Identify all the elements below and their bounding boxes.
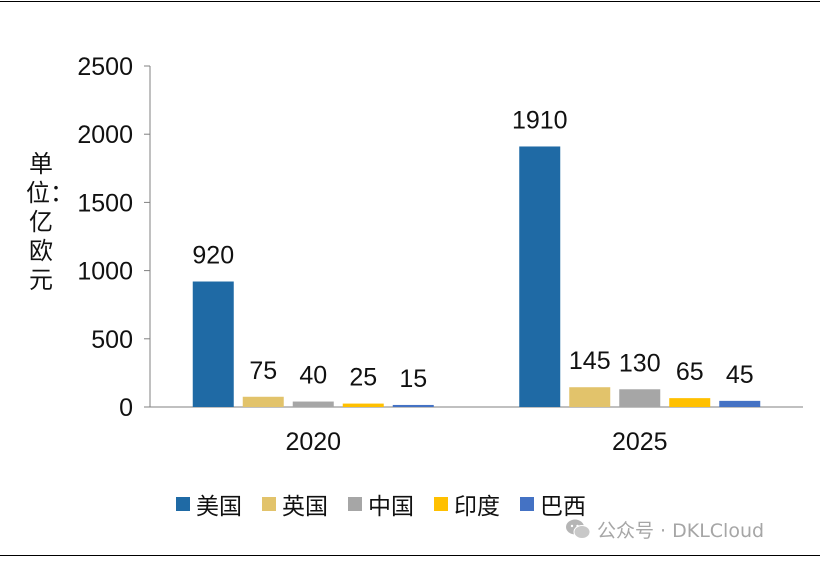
legend-swatch <box>520 497 534 511</box>
bar <box>192 281 234 407</box>
bar-value-label: 65 <box>676 358 704 386</box>
legend-item: 英国 <box>262 487 328 521</box>
y-tick-label: 0 <box>119 394 133 422</box>
bar-value-label: 40 <box>299 362 327 390</box>
watermark: 公众号 · DKLCloud <box>565 514 764 544</box>
x-category-label: 2025 <box>612 428 668 456</box>
legend-label: 巴西 <box>540 494 586 520</box>
x-category-label: 2020 <box>285 428 341 456</box>
legend-swatch <box>262 497 276 511</box>
bar <box>242 396 284 407</box>
bar-value-label: 145 <box>569 347 611 375</box>
legend-item: 印度 <box>434 487 500 521</box>
legend-swatch <box>434 497 448 511</box>
bottom-border-line <box>0 555 820 556</box>
bar <box>569 387 611 407</box>
top-border-line <box>0 1 820 2</box>
bar-value-label: 15 <box>399 365 427 393</box>
bar <box>619 389 661 407</box>
legend-label: 英国 <box>282 494 328 520</box>
bar-value-label: 920 <box>192 242 234 270</box>
y-tick-label: 1500 <box>77 189 133 217</box>
legend-label: 中国 <box>368 494 414 520</box>
legend-item: 中国 <box>348 487 414 521</box>
bar-value-label: 1910 <box>512 106 568 134</box>
y-tick-label: 2500 <box>77 53 133 81</box>
legend-item: 巴西 <box>520 487 586 521</box>
watermark-text: 公众号 · DKLCloud <box>597 519 765 542</box>
bar-value-label: 130 <box>619 349 661 377</box>
legend-label: 印度 <box>454 494 500 520</box>
bar-value-label: 45 <box>726 361 754 389</box>
bar <box>719 400 761 407</box>
bar <box>292 401 334 407</box>
legend-label: 美国 <box>196 494 242 520</box>
bar-value-label: 75 <box>249 357 277 385</box>
y-axis-label: 单位：亿欧元 <box>26 150 74 294</box>
legend-item: 美国 <box>176 487 242 521</box>
bar <box>669 398 711 407</box>
bar <box>519 146 561 407</box>
legend: 美国 英国 中国 印度 巴西 <box>176 487 586 521</box>
bar <box>392 404 434 407</box>
legend-swatch <box>348 497 362 511</box>
y-tick-label: 500 <box>91 326 133 354</box>
legend-swatch <box>176 497 190 511</box>
wechat-icon <box>566 519 591 539</box>
bar-value-label: 25 <box>349 364 377 392</box>
y-tick-label: 2000 <box>77 121 133 149</box>
bar <box>342 403 384 407</box>
y-tick-label: 1000 <box>77 258 133 286</box>
